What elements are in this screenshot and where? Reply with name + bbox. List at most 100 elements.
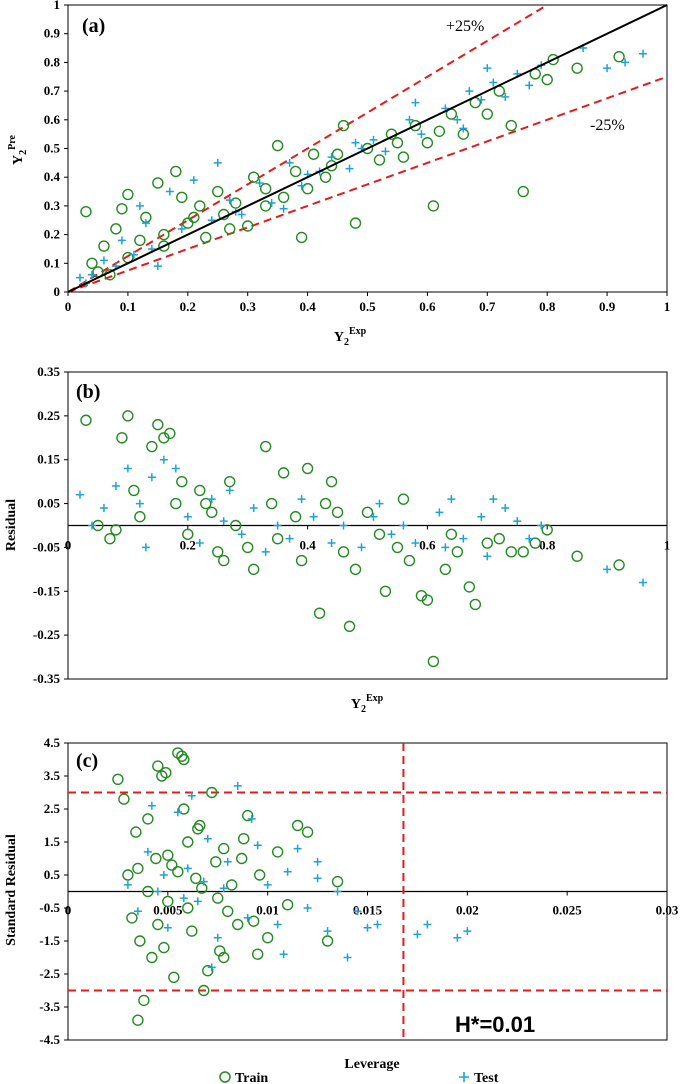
y-tick-label: 0.5 (44, 867, 61, 882)
test-point (435, 508, 444, 517)
train-point (80, 205, 92, 218)
train-point (481, 108, 493, 120)
train-point (427, 655, 440, 668)
y-tick-label: 0.05 (37, 496, 60, 511)
y-tick-label: -1.5 (39, 933, 60, 948)
test-point (453, 933, 462, 942)
test-point (405, 115, 414, 124)
test-point (501, 92, 510, 101)
test-point (313, 857, 322, 866)
train-point (403, 554, 416, 567)
y-tick-label: 2.5 (44, 801, 61, 816)
y-tick-label: -3.5 (39, 999, 60, 1014)
test-point (159, 455, 168, 464)
error-band-line (67, 75, 668, 293)
train-point (202, 965, 214, 977)
train-point (164, 427, 176, 440)
y-tick-label: 4.5 (44, 735, 61, 750)
train-point (132, 862, 144, 875)
test-point (483, 552, 492, 561)
train-point (110, 524, 122, 536)
x-tick-label: 0.005 (153, 903, 183, 918)
test-point (263, 880, 272, 889)
train-point (427, 200, 440, 212)
test-point (179, 894, 188, 903)
train-point (200, 231, 212, 244)
train-point (301, 462, 314, 475)
y-tick-label: 0.2 (44, 227, 60, 242)
test-point (133, 907, 142, 916)
train-point (241, 541, 254, 554)
train-point (152, 177, 164, 189)
test-point (195, 539, 204, 548)
train-point (291, 819, 304, 832)
test-point (203, 834, 212, 843)
test-point (353, 907, 362, 916)
train-point (122, 869, 134, 881)
test-point (135, 499, 144, 508)
train-point (541, 73, 553, 86)
train-point (259, 200, 272, 212)
train-point (178, 753, 190, 766)
test-point (463, 927, 472, 936)
train-point (214, 945, 226, 957)
train-point (128, 484, 140, 497)
train-point (224, 223, 236, 235)
train-point (277, 191, 290, 203)
x-tick-label: 0.8 (539, 538, 556, 553)
y-tick-label: 0.3 (44, 198, 61, 213)
test-point (273, 920, 282, 929)
panel-b-label: (b) (76, 381, 100, 403)
test-point (207, 495, 216, 504)
test-point (219, 884, 228, 893)
test-point (411, 539, 420, 548)
train-point (241, 220, 254, 232)
train-point (613, 50, 625, 63)
train-point (192, 823, 204, 835)
train-point (265, 497, 278, 510)
y-tick-label: -0.15 (33, 583, 61, 598)
test-point (237, 530, 246, 539)
train-point (172, 866, 184, 878)
test-point (327, 153, 336, 162)
test-point (313, 874, 322, 883)
train-point (493, 532, 505, 545)
test-point (123, 880, 132, 889)
train-point (210, 856, 222, 868)
test-point (243, 913, 252, 922)
train-point (331, 875, 344, 888)
train-point (391, 541, 404, 554)
test-point (171, 464, 180, 473)
train-point (517, 185, 529, 198)
test-point (143, 847, 152, 856)
h-star-annotation: H*=0.01 (455, 1012, 535, 1037)
train-point (226, 879, 238, 891)
train-point (182, 528, 194, 540)
train-point (158, 941, 170, 954)
test-point (87, 521, 96, 530)
y-tick-label: 0 (54, 284, 61, 299)
test-point (111, 482, 120, 491)
train-point (122, 410, 134, 422)
y-tick-label: 0.15 (37, 452, 60, 467)
train-point (162, 895, 174, 908)
test-point (117, 236, 126, 245)
train-point (343, 620, 356, 633)
train-point (236, 852, 248, 865)
train-point (122, 188, 134, 201)
test-point (489, 495, 498, 504)
y-tick-label: -0.5 (39, 900, 60, 915)
train-point (313, 607, 326, 619)
train-point (152, 418, 164, 431)
test-point (639, 578, 648, 587)
train-point (349, 563, 362, 576)
train-point (178, 803, 190, 815)
train-point (463, 581, 476, 593)
train-point (190, 872, 202, 884)
test-point (173, 808, 182, 817)
x-tick-label: 0.03 (656, 903, 679, 918)
panel-b: 0 0.2 0.4 0.6 0.8 1 0.35 0.25 0.15 0.05 -0.05 -0.15… (4, 364, 670, 715)
test-point (375, 499, 384, 508)
train-point (86, 257, 98, 269)
test-point (423, 920, 432, 929)
